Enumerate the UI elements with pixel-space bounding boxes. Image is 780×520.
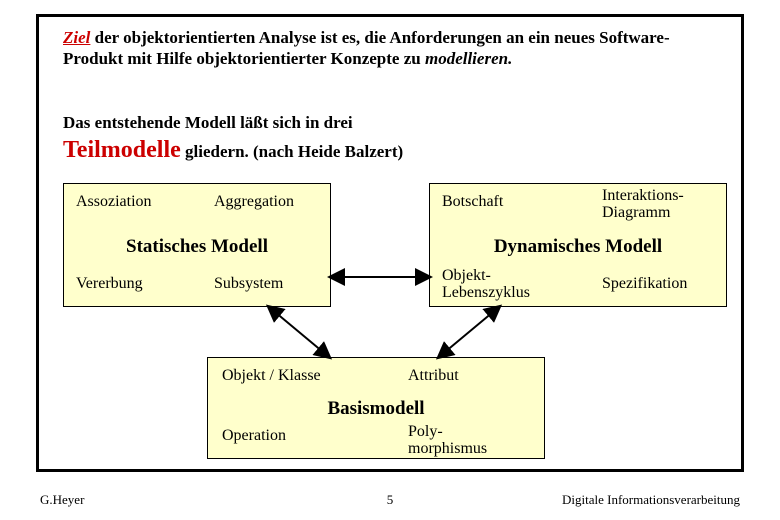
- arrow-dynamic-basis: [439, 307, 499, 357]
- dynamic-objektlebenszyklus: Objekt- Lebenszyklus: [442, 268, 530, 302]
- static-title: Statisches Modell: [64, 236, 330, 258]
- static-assoziation: Assoziation: [76, 194, 152, 211]
- intro-text-1: der objektorientierten Analyse ist es, d…: [63, 28, 670, 68]
- basis-polymorphismus: Poly- morphismus: [408, 424, 487, 458]
- modellieren-word: modellieren.: [425, 49, 512, 68]
- line-2: Das entstehende Modell läßt sich in drei: [63, 113, 703, 133]
- ziel-word: Ziel: [63, 28, 90, 47]
- line-3-rest: gliedern. (nach Heide Balzert): [181, 142, 403, 161]
- basis-title: Basismodell: [208, 398, 544, 420]
- dynamic-interaktionsdiagramm: Interaktions- Diagramm: [602, 188, 684, 222]
- static-aggregation: Aggregation: [214, 194, 294, 211]
- basis-attribut: Attribut: [408, 368, 459, 385]
- slide-frame: Ziel der objektorientierten Analyse ist …: [36, 14, 744, 472]
- intro-paragraph: Ziel der objektorientierten Analyse ist …: [63, 27, 703, 70]
- dynamic-title: Dynamisches Modell: [430, 236, 726, 258]
- basis-objekt-klasse: Objekt / Klasse: [222, 368, 321, 385]
- teilmodelle-word: Teilmodelle: [63, 137, 181, 163]
- static-subsystem: Subsystem: [214, 276, 283, 293]
- box-dynamisches-modell: Botschaft Interaktions- Diagramm Dynamis…: [429, 183, 727, 307]
- footer-title: Digitale Informationsverarbeitung: [562, 492, 740, 508]
- basis-operation: Operation: [222, 428, 286, 445]
- dynamic-botschaft: Botschaft: [442, 194, 503, 211]
- arrow-static-basis: [269, 307, 329, 357]
- box-basismodell: Objekt / Klasse Attribut Basismodell Ope…: [207, 357, 545, 459]
- line-3: Teilmodelle gliedern. (nach Heide Balzer…: [63, 137, 703, 164]
- static-vererbung: Vererbung: [76, 276, 143, 293]
- box-statisches-modell: Assoziation Aggregation Statisches Model…: [63, 183, 331, 307]
- dynamic-spezifikation: Spezifikation: [602, 276, 687, 293]
